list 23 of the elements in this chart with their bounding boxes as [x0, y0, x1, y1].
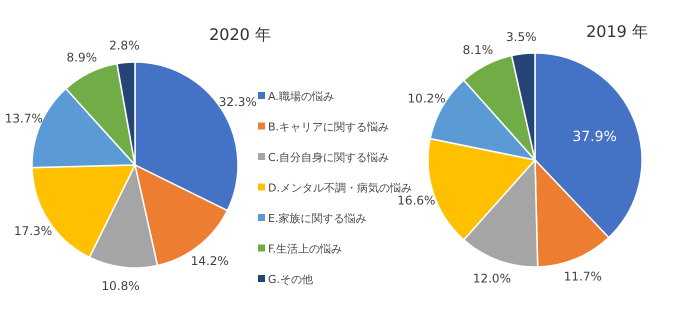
- data-label: 10.8%: [102, 279, 140, 294]
- data-label: 8.1%: [462, 42, 494, 57]
- legend-label: A.職場の悩み: [268, 90, 334, 103]
- legend-label: B.キャリアに関する悩み: [268, 120, 390, 134]
- data-label: 13.7%: [4, 111, 43, 126]
- data-label: 11.7%: [564, 269, 602, 284]
- legend-label: F.生活上の悩み: [268, 242, 342, 256]
- data-label: 14.2%: [190, 254, 229, 268]
- chart-title: 2019 年: [586, 22, 648, 41]
- data-label: 2.8%: [109, 38, 140, 52]
- data-label: 17.3%: [14, 224, 52, 238]
- data-label: 10.2%: [408, 92, 446, 106]
- legend-label: C.自分自身に関する悩み: [268, 151, 390, 164]
- data-label: 12.0%: [472, 271, 511, 286]
- legend-label: D.メンタル不調・病気の悩み: [268, 182, 412, 194]
- chart-title: 2020 年: [209, 25, 271, 44]
- data-label: 16.6%: [397, 193, 436, 208]
- data-label: 3.5%: [506, 30, 537, 44]
- data-label: 8.9%: [66, 50, 98, 64]
- legend-label: E.家族に関する悩み: [268, 212, 366, 225]
- data-label: 37.9%: [572, 129, 617, 146]
- legend-label: G.その他: [268, 273, 314, 286]
- data-label: 32.3%: [218, 95, 257, 110]
